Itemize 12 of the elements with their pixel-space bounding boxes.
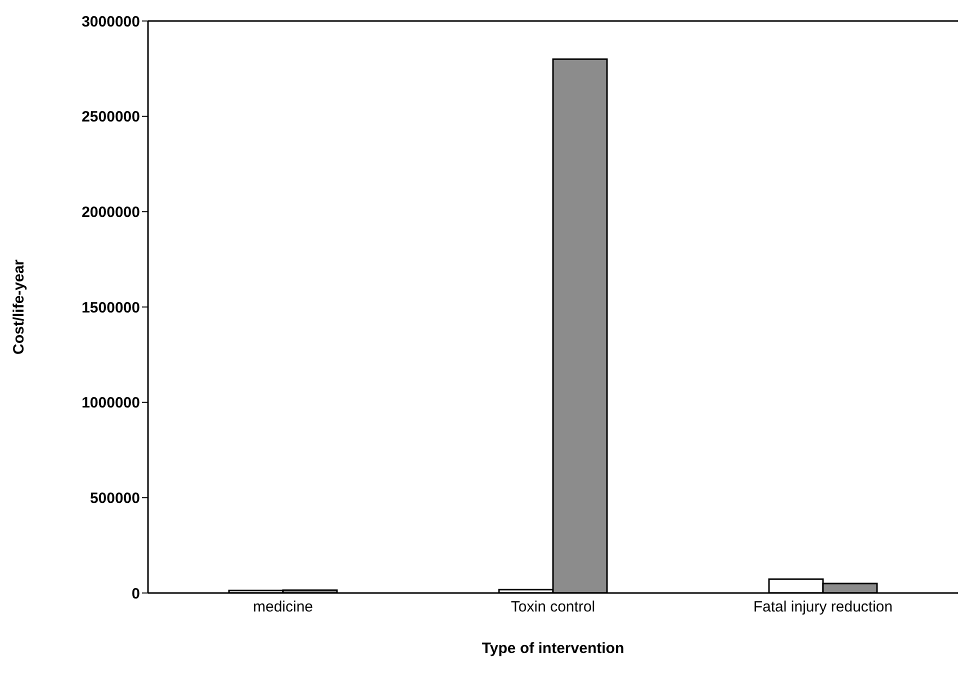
y-tick-label: 3000000 (82, 13, 140, 30)
x-tick-label: medicine (252, 598, 314, 616)
y-tick-label: 2500000 (82, 108, 140, 126)
y-tick-label: 1500000 (82, 299, 140, 316)
x-tick-label: Toxin control (510, 598, 596, 616)
y-tick-label: 2000000 (82, 204, 140, 221)
y-axis-title: Cost/life-year (10, 259, 28, 355)
y-tick-label: 1000000 (82, 394, 140, 412)
y-tick-label: 500000 (90, 490, 140, 507)
x-tick-label: Fatal injury reduction (753, 598, 893, 616)
y-tick-label: 0 (132, 585, 140, 602)
x-axis-title: Type of intervention (482, 640, 624, 657)
